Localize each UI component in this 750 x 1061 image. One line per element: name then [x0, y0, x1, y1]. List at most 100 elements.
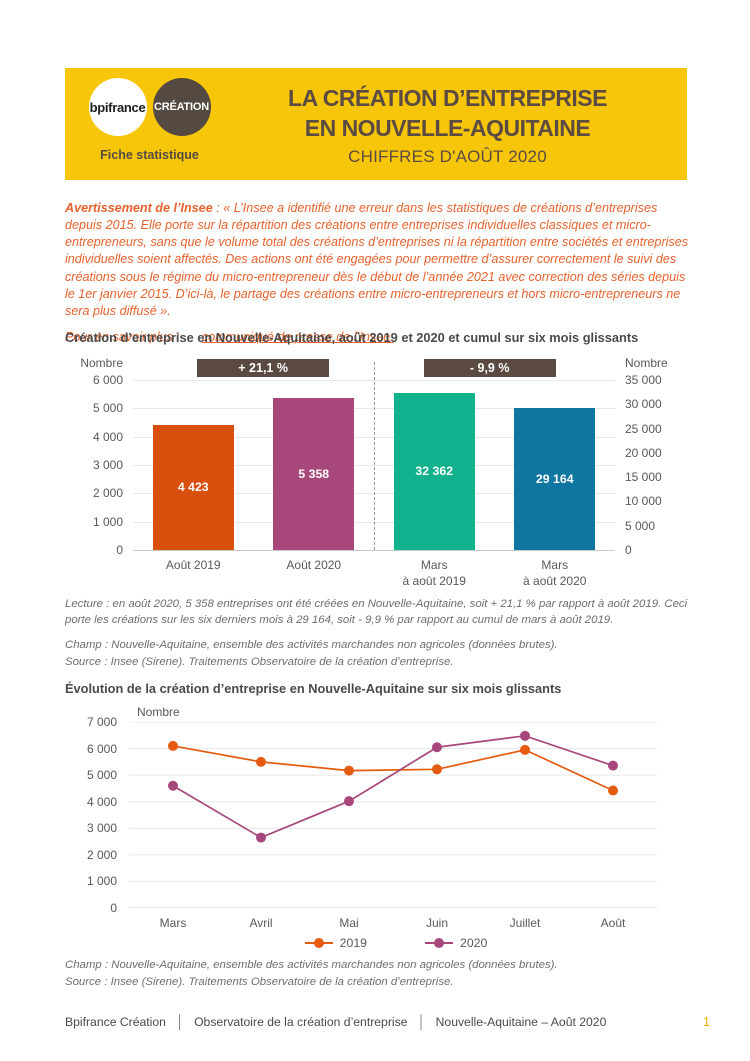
notice-more-line: Pour en savoir plus : communiqué de press… — [65, 329, 689, 346]
bar-value-label: 5 358 — [298, 467, 330, 482]
bar-left-axis-ticks: 0 1 000 2 000 3 000 4 000 5 000 6 000 — [65, 373, 133, 557]
line-category-labels: Mars Avril Mai Juin Juillet Août — [129, 916, 657, 930]
axis-tick: 6 000 — [86, 741, 117, 756]
series-line-2020 — [172, 734, 614, 839]
bar-value-label: 29 164 — [535, 472, 574, 487]
axis-tick: 35 000 — [625, 373, 662, 387]
bar: 32 362 — [393, 392, 475, 550]
line-champ-note: Champ : Nouvelle-Aquitaine, ensemble des… — [65, 959, 558, 971]
footer-separator: │ — [175, 1014, 185, 1029]
bar-champ-note: Champ : Nouvelle-Aquitaine, ensemble des… — [65, 639, 558, 651]
page-title-line1: LA CRÉATION D’ENTREPRISE — [288, 85, 607, 111]
legend-item-2019: 2019 — [304, 936, 367, 950]
line-category-label: Juillet — [509, 916, 541, 930]
data-point — [432, 764, 442, 775]
axis-tick: 4 000 — [86, 794, 117, 809]
page-footer: Bpifrance Création │ Observatoire de la … — [65, 1014, 710, 1029]
data-point — [344, 765, 354, 776]
bar: 5 358 — [273, 398, 355, 550]
bar-left-axis-label: Nombre — [80, 356, 123, 370]
axis-tick: 7 000 — [86, 715, 117, 729]
bar-chart-title: Création d’entreprise en Nouvelle-Aquita… — [65, 330, 639, 345]
legend-marker-icon — [425, 941, 453, 945]
axis-tick: 3 000 — [92, 458, 123, 472]
bar-chart: Nombre + 21,1 % - 9,9 % Nombre 0 1 000 2 0… — [65, 356, 687, 589]
bar-source-note: Source : Insee (Sirene). Traitements Obs… — [65, 656, 454, 668]
bar-lecture-note: Lecture : en août 2020, 5 358 entreprise… — [65, 598, 688, 627]
pct-change-badge-left: + 21,1 % — [197, 359, 330, 377]
axis-tick: 1 000 — [86, 874, 117, 889]
data-point — [608, 785, 618, 796]
data-point — [520, 744, 530, 755]
notice-label: Avertissement de l’Insee — [65, 201, 213, 215]
title-block: LA CRÉATION D’ENTREPRISE EN NOUVELLE-AQU… — [222, 78, 673, 172]
footer-observatory: Observatoire de la création d’entreprise — [194, 1014, 408, 1029]
line-y-axis-label: Nombre — [137, 705, 180, 719]
creation-logo: CRÉATION — [152, 78, 211, 136]
data-point — [608, 760, 618, 771]
axis-tick: 6 000 — [92, 373, 123, 387]
line-category-label: Avril — [249, 916, 273, 930]
pct-change-badge-right: - 9,9 % — [423, 359, 556, 377]
axis-tick: 10 000 — [625, 494, 662, 509]
line-category-label: Juin — [425, 916, 448, 930]
insee-press-release-link[interactable]: communiqué de presse de l’Insee. — [201, 329, 394, 344]
bar: 29 164 — [514, 408, 596, 550]
tagline: Fiche statistique — [100, 148, 199, 162]
line-y-axis-ticks: 0 1 000 2 000 3 000 4 000 5 000 6 000 7 000 — [65, 715, 129, 915]
axis-tick: 0 — [625, 543, 632, 557]
axis-tick: 20 000 — [625, 445, 662, 460]
series-line-2019 — [172, 745, 614, 792]
data-point — [432, 742, 442, 753]
legend-label: 2019 — [339, 936, 367, 950]
bar-value-label: 4 423 — [177, 480, 209, 495]
data-point — [168, 740, 178, 751]
bar-category-label: Mars à août 2019 — [402, 558, 466, 589]
axis-tick: 30 000 — [625, 397, 662, 412]
axis-tick: 4 000 — [92, 429, 123, 444]
axis-tick: 15 000 — [625, 470, 662, 485]
data-point — [256, 756, 266, 767]
more-label: Pour en savoir plus : — [65, 329, 180, 344]
line-category-label: Mars — [159, 916, 187, 930]
line-category-label: Août — [600, 916, 626, 930]
footer-region-date: Nouvelle-Aquitaine – Août 2020 — [435, 1014, 607, 1029]
notice-paragraph: Avertissement de l’Insee : « L’Insee a i… — [65, 200, 689, 320]
creation-logo-text: CRÉATION — [153, 101, 210, 113]
line-chart-svg — [129, 722, 657, 908]
badge-row: + 21,1 % - 9,9 % — [133, 356, 615, 380]
insee-notice: Avertissement de l’Insee : « L’Insee a i… — [65, 200, 689, 346]
bar-right-axis-ticks: 0 5 000 10 000 15 000 20 000 25 000 30 000 35 0… — [615, 373, 687, 557]
page-title-line2: EN NOUVELLE-AQUITAINE — [304, 114, 591, 141]
axis-tick: 25 000 — [625, 421, 662, 436]
legend-marker-icon — [304, 941, 333, 945]
axis-tick: 2 000 — [86, 847, 117, 862]
bar-plot-area: 4 423 5 358 32 362 29 164 — [133, 362, 615, 551]
line-source-note: Source : Insee (Sirene). Traitements Obs… — [65, 976, 454, 988]
line-chart-legend: 2019 2020 — [105, 936, 687, 950]
line-chart-title: Évolution de la création d’entreprise en… — [65, 681, 562, 696]
axis-tick: 0 — [116, 543, 123, 557]
footer-brand: Bpifrance Création — [65, 1014, 166, 1029]
bar-category-label: Août 2019 — [165, 558, 221, 572]
data-point — [256, 832, 266, 843]
legend-label: 2020 — [460, 936, 488, 950]
header-banner: bpifrance CRÉATION Fiche statistique LA … — [65, 68, 687, 180]
axis-tick: 5 000 — [625, 518, 656, 533]
axis-tick: 1 000 — [92, 514, 123, 529]
data-point — [168, 780, 178, 791]
page-number: 1 — [703, 1014, 710, 1029]
bpifrance-logo-text: bpifrance — [89, 99, 146, 115]
chart-divider-dashed-line — [374, 362, 375, 550]
page-subtitle: CHIFFRES D'AOÛT 2020 — [348, 146, 547, 166]
bar-category-label: Mars à août 2020 — [523, 558, 587, 589]
bar: 4 423 — [152, 424, 234, 550]
axis-tick: 5 000 — [92, 401, 123, 416]
line-chart: Nombre 0 1 000 2 000 3 000 4 000 5 000 6 000 7 … — [65, 705, 687, 950]
axis-tick: 5 000 — [86, 768, 117, 783]
footer-separator: │ — [417, 1014, 426, 1029]
bar-category-label: Août 2020 — [286, 558, 342, 572]
data-point — [520, 730, 530, 741]
bar-right-axis-label: Nombre — [625, 356, 668, 370]
